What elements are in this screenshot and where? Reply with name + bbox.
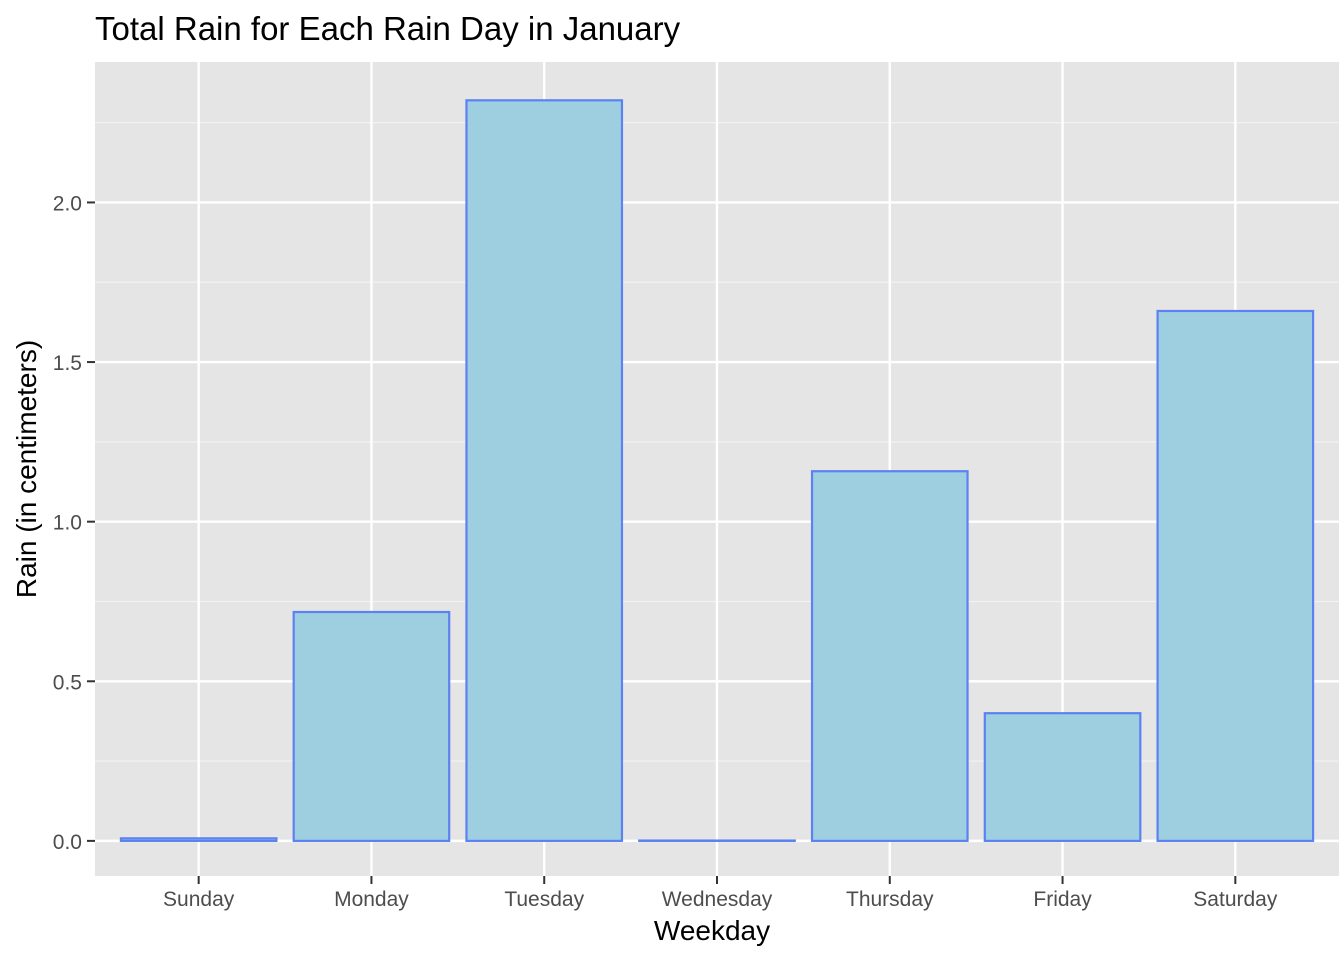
x-tick-label: Saturday: [1193, 888, 1278, 911]
bar-friday: [983, 712, 1142, 842]
y-tick-label: 1.0: [53, 512, 82, 535]
x-axis-title: Weekday: [654, 915, 770, 946]
bar-sunday: [119, 837, 278, 842]
y-tick-label: 0.0: [53, 831, 82, 854]
chart-title: Total Rain for Each Rain Day in January: [95, 10, 681, 47]
x-tick-label: Sunday: [163, 888, 235, 911]
x-axis: Sunday Monday Tuesday Wednesday Thursday Frid…: [163, 876, 1278, 911]
x-tick-label: Tuesday: [504, 888, 584, 911]
x-tick-label: Thursday: [846, 888, 934, 911]
bar-tuesday: [465, 99, 624, 842]
bars: [119, 99, 1315, 842]
y-tick-label: 2.0: [53, 192, 82, 215]
y-axis-title: Rain (in centimeters): [11, 340, 42, 598]
x-tick-label: Monday: [334, 888, 409, 911]
y-axis: 0.0 0.5 1.0 1.5 2.0: [53, 192, 95, 854]
x-tick-label: Friday: [1033, 888, 1092, 911]
x-tick-label: Wednesday: [662, 888, 773, 911]
y-tick-label: 1.5: [53, 352, 82, 375]
bar-monday: [292, 610, 451, 842]
y-tick-label: 0.5: [53, 671, 82, 694]
major-gridlines: [95, 62, 1339, 876]
bar-thursday: [810, 470, 969, 842]
bar-saturday: [1156, 309, 1315, 842]
